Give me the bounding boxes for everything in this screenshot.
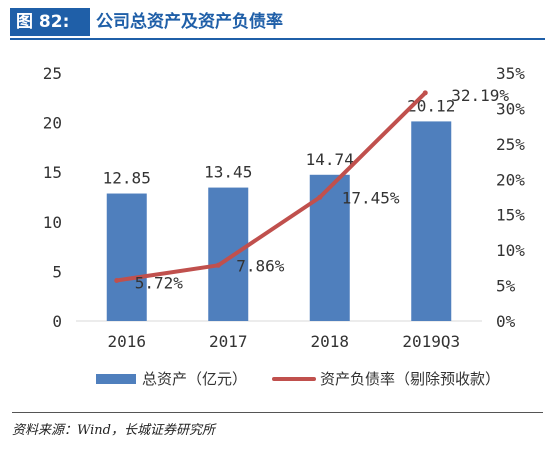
line-point [215,262,221,268]
figure-header: 图 82: 公司总资产及资产负债率 [10,8,545,40]
right-axis-tick-label: 0% [496,312,516,331]
right-axis-tick-label: 35% [496,64,525,83]
line-data-label: 17.45% [342,188,400,207]
right-axis-tick-label: 30% [496,99,525,118]
line-data-label: 32.19% [451,86,509,105]
bar-data-label: 14.74 [306,150,354,169]
line-point [422,90,428,96]
x-axis-tick-label: 2019Q3 [402,332,460,351]
line-point [114,277,120,283]
x-axis-tick-label: 2018 [310,332,349,351]
right-axis-tick-label: 5% [496,277,516,296]
bar [208,187,249,321]
right-axis-tick-label: 15% [496,206,525,225]
source-note: 资料来源：Wind，长城证券研究所 [12,412,543,438]
chart: 0 5 10 15 20 25 0% 5% 10% 15% 20% 25% 30% 35% 2016 2017… [43,64,526,388]
bar-data-label: 13.45 [204,163,252,182]
left-axis-tick-label: 20 [43,114,62,133]
x-axis-tick-label: 2017 [209,332,248,351]
bar-data-label: 12.85 [103,169,151,188]
line-series-path [114,90,428,283]
legend-label-line: 资产负债率（剔除预收款） [320,370,500,388]
left-axis-tick-label: 10 [43,213,62,232]
legend-label-bar: 总资产（亿元） [142,370,247,388]
figure-label: 图 82: [10,8,90,36]
right-axis-tick-label: 25% [496,135,525,154]
bar [411,121,452,321]
chart-title: 公司总资产及资产负债率 [96,12,283,32]
line-point [317,194,323,200]
line-data-label: 7.86% [236,256,285,275]
legend-swatch-bar [96,374,136,384]
bar [106,193,147,321]
left-axis-tick-label: 25 [43,64,62,83]
left-axis-tick-label: 15 [43,163,62,182]
left-axis-tick-label: 0 [52,312,62,331]
x-axis-tick-label: 2016 [107,332,146,351]
line-data-label: 5.72% [135,273,184,292]
left-axis-tick-label: 5 [52,262,62,281]
right-axis-tick-label: 20% [496,170,525,189]
right-axis-tick-label: 10% [496,241,525,260]
